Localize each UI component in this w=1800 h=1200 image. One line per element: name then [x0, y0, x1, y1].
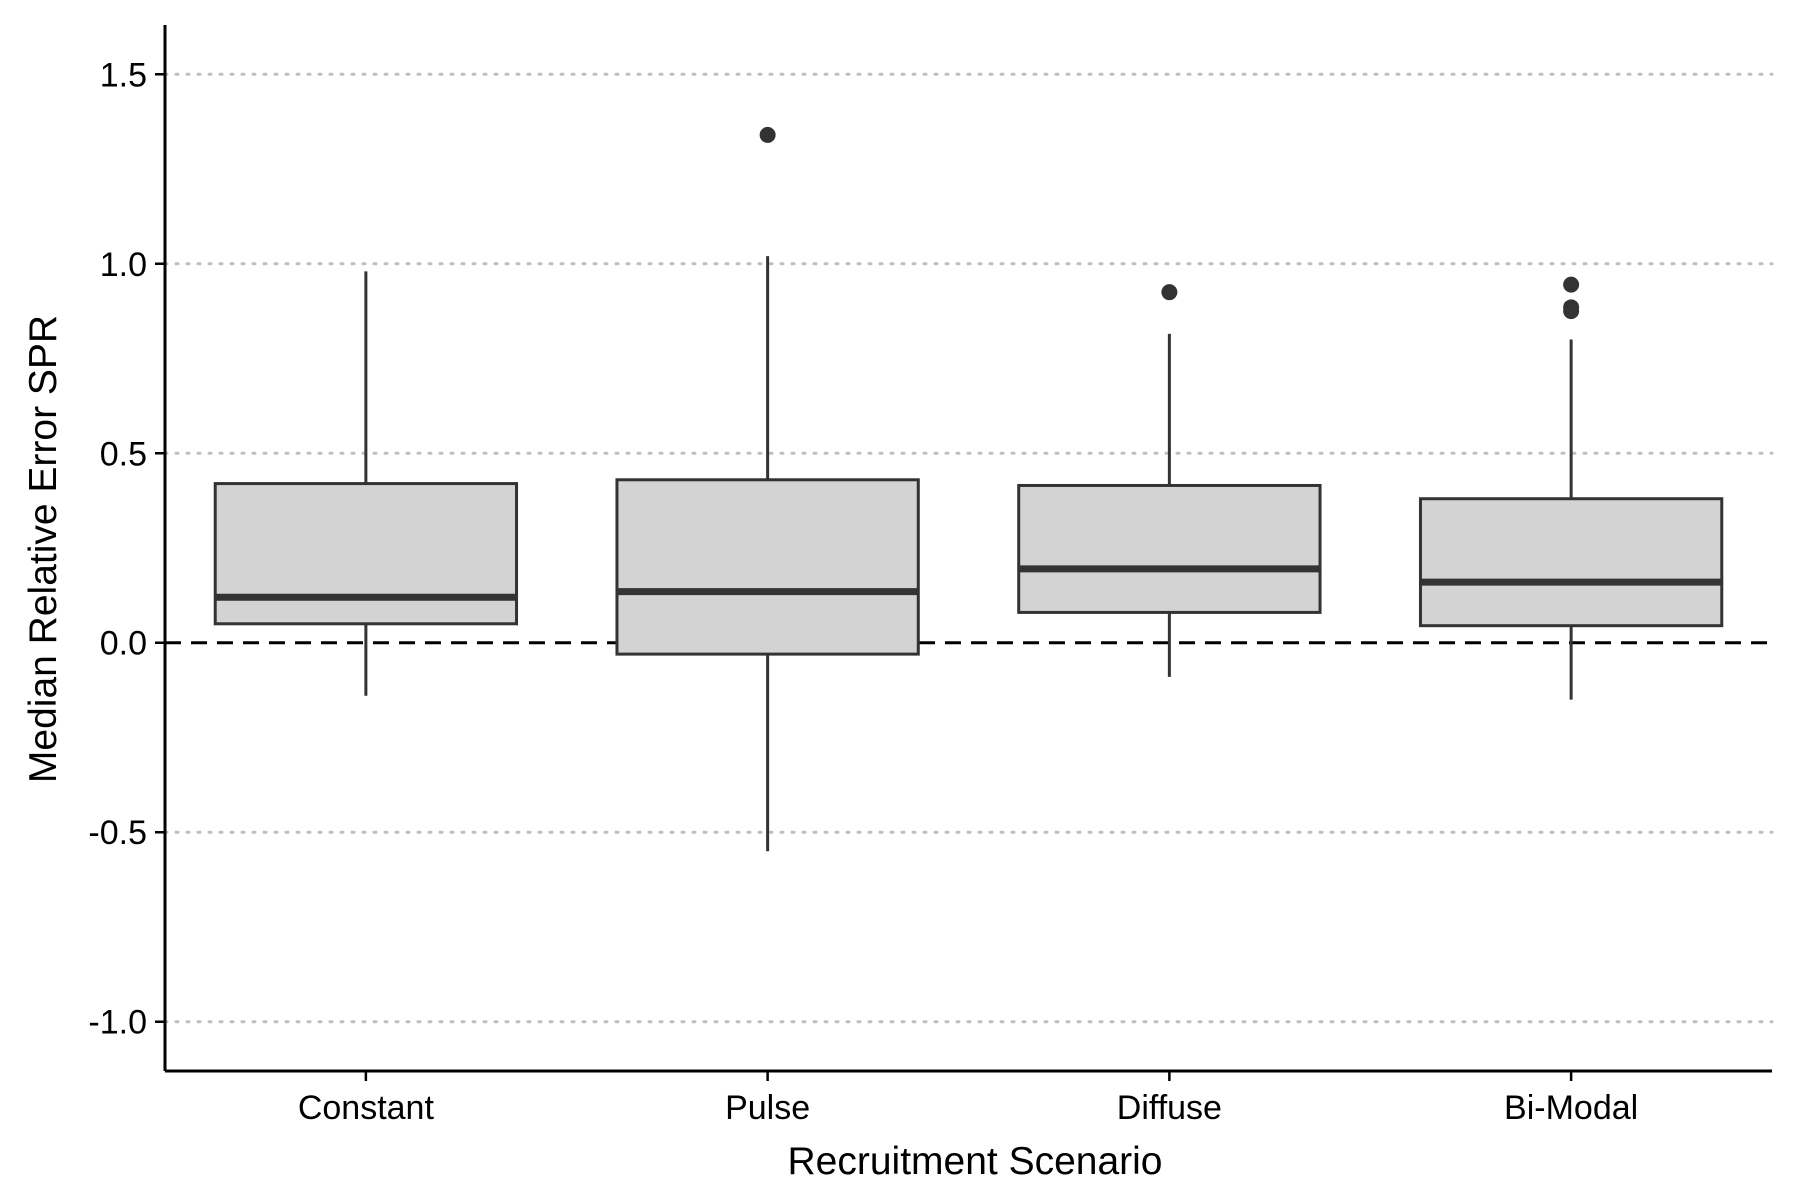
y-tick-label: 0.5: [100, 435, 147, 473]
axes: 1.5 1.0 0.5 0.0 -0.5 -1.0 Constant Pulse Diffuse…: [88, 25, 1772, 1127]
box-bi-modal: [1418, 276, 1724, 700]
y-tick-label: 1.0: [100, 246, 147, 284]
iqr-box: [615, 478, 920, 656]
y-axis-title: Median Relative Error SPR: [22, 315, 65, 783]
y-tick-label: 0.0: [100, 625, 147, 663]
x-tick-label: Bi-Modal: [1504, 1089, 1638, 1127]
x-tick-label: Constant: [298, 1089, 435, 1127]
y-tick-label: -0.5: [88, 814, 147, 852]
outlier-point: [1563, 303, 1580, 320]
x-axis-title: Recruitment Scenario: [788, 1140, 1163, 1183]
outlier-point: [1161, 284, 1178, 301]
y-tick-label: 1.5: [100, 56, 147, 94]
iqr-box: [1418, 497, 1724, 628]
box-constant: [213, 271, 519, 696]
gridlines: [163, 72, 1774, 1024]
x-tick-label: Diffuse: [1117, 1089, 1222, 1127]
y-tick-label: -1.0: [88, 1004, 147, 1042]
iqr-box: [213, 482, 519, 626]
outlier-point: [1563, 276, 1580, 293]
box-pulse: [615, 126, 920, 852]
iqr-box: [1017, 483, 1322, 614]
box-layer: [213, 126, 1724, 852]
outlier-point: [759, 126, 776, 143]
box-diffuse: [1017, 284, 1322, 677]
x-tick-label: Pulse: [725, 1089, 810, 1127]
